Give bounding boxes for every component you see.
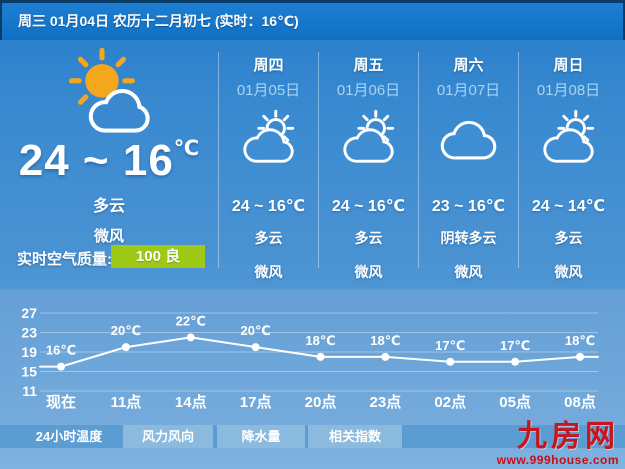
svg-text:17℃: 17℃	[435, 338, 465, 353]
svg-text:02点: 02点	[434, 394, 466, 411]
sun-cloud-icon	[338, 108, 400, 166]
svg-text:11点: 11点	[110, 394, 141, 411]
svg-text:现在: 现在	[46, 393, 76, 411]
svg-text:16℃: 16℃	[46, 343, 76, 358]
date-label: 01月05日	[236, 82, 301, 99]
svg-text:08点: 08点	[564, 394, 596, 411]
logo-text: 九房网	[517, 420, 619, 453]
date-label: 01月07日	[436, 82, 501, 99]
aqi-badge: 100 良	[111, 245, 205, 268]
condition-label: 多云	[254, 230, 283, 246]
sun-cloud-icon	[538, 108, 600, 166]
condition-label: 多云	[554, 230, 583, 246]
day-label: 周日	[553, 57, 584, 74]
current-temp-range: 24 ~ 16℃	[0, 136, 218, 186]
day-label: 周五	[353, 57, 384, 74]
tab-indices[interactable]: 相关指数	[308, 425, 402, 448]
forecast-columns: 周四 01月05日	[218, 52, 618, 280]
svg-text:11: 11	[22, 383, 37, 399]
wind-label: 微风	[454, 264, 483, 280]
date-header-bar: 周三 01月04日 农历十二月初七 (实时：16℃)	[0, 0, 625, 40]
svg-text:14点: 14点	[175, 394, 207, 411]
svg-text:18℃: 18℃	[370, 333, 400, 348]
chart-tab-bar: 24小时温度 风力风向 降水量 相关指数	[0, 425, 625, 448]
site-logo[interactable]: 九房网 www.999house.com	[497, 421, 619, 467]
condition-label: 多云	[354, 230, 383, 246]
current-date-text: 周三 01月04日 农历十二月初七 (实时：16℃)	[18, 13, 299, 29]
cloud-icon	[438, 108, 500, 166]
current-temp-value: 24 ~ 16	[18, 136, 174, 185]
svg-text:15: 15	[21, 364, 37, 380]
svg-text:05点: 05点	[499, 394, 531, 411]
svg-text:18℃: 18℃	[565, 333, 595, 348]
date-label: 01月06日	[336, 82, 401, 99]
sun-cloud-icon	[238, 108, 300, 166]
aqi-label: 实时空气质量:	[17, 251, 112, 268]
wind-label: 微风	[254, 264, 283, 280]
temp-range: 24 ~ 14℃	[531, 198, 606, 215]
temp-unit: ℃	[173, 137, 200, 160]
temp-range: 24 ~ 16℃	[231, 198, 306, 215]
date-label: 01月08日	[536, 82, 601, 99]
condition-label: 阴转多云	[440, 230, 497, 246]
tab-wind[interactable]: 风力风向	[123, 425, 213, 448]
temperature-chart: 27 23 19 15 11 16℃ 现在 20℃ 11点 22℃ 14点 20℃ 17点 18℃ 20点 1…	[21, 305, 599, 411]
svg-text:17点: 17点	[240, 394, 272, 411]
svg-text:20℃: 20℃	[241, 323, 271, 338]
forecast-day-friday: 周五 01月06日	[318, 52, 418, 280]
svg-text:19: 19	[21, 344, 37, 360]
svg-text:27: 27	[21, 305, 37, 321]
tab-24h-temperature[interactable]: 24小时温度	[35, 429, 103, 444]
forecast-day-saturday: 周六 01月07日 23 ~ 16℃ 阴转多云 微风	[418, 52, 518, 280]
temp-range: 23 ~ 16℃	[431, 198, 506, 215]
temp-range: 24 ~ 16℃	[331, 198, 406, 215]
svg-text:20℃: 20℃	[111, 323, 141, 338]
svg-text:17℃: 17℃	[500, 338, 530, 353]
current-condition: 多云	[92, 198, 125, 215]
wind-label: 微风	[554, 264, 583, 280]
svg-text:22℃: 22℃	[176, 313, 206, 328]
svg-text:23点: 23点	[370, 394, 402, 411]
svg-text:23: 23	[21, 325, 37, 341]
svg-text:20点: 20点	[305, 394, 337, 411]
forecast-day-thursday: 周四 01月05日	[218, 52, 318, 280]
tab-precipitation[interactable]: 降水量	[217, 425, 305, 448]
day-label: 周四	[253, 57, 284, 74]
svg-text:18℃: 18℃	[305, 333, 335, 348]
sun-cloud-icon	[38, 46, 170, 140]
day-label: 周六	[453, 57, 484, 74]
forecast-day-sunday: 周日 01月08日	[518, 52, 618, 280]
wind-label: 微风	[354, 264, 383, 280]
logo-url: www.999house.com	[496, 453, 619, 467]
current-wind: 微风	[93, 228, 124, 245]
